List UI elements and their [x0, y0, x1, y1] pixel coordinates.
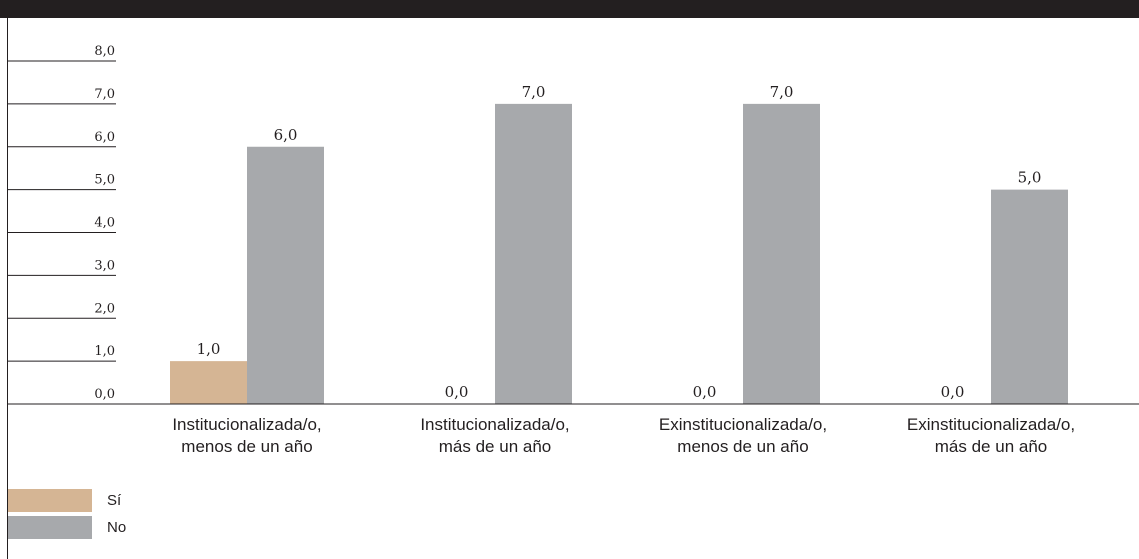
y-tick-label: 5,0	[94, 173, 115, 188]
legend-label-no: No	[107, 519, 126, 536]
category-label: Exinstitucionalizada/o,	[907, 415, 1075, 434]
data-label: 0,0	[693, 383, 717, 401]
category-label: más de un año	[935, 437, 1047, 456]
legend-swatch-si	[8, 489, 92, 512]
data-label: 5,0	[1018, 169, 1042, 187]
bar-no	[247, 147, 324, 404]
data-label: 7,0	[770, 83, 794, 101]
legend-item-si: Sí	[8, 488, 126, 512]
legend-swatch-no	[8, 516, 92, 539]
category-label: Institucionalizada/o,	[420, 415, 569, 434]
y-tick-label: 6,0	[94, 130, 115, 145]
bar-si	[170, 361, 247, 404]
legend-item-no: No	[8, 515, 126, 539]
bar-chart: 0,0 1,0 2,0 3,0 4,0 5,0 6,0 7,0 8,0 1,0 6,0 Institu…	[0, 0, 1139, 480]
bar-no	[743, 104, 820, 404]
y-tick-label: 1,0	[94, 344, 115, 359]
data-label: 0,0	[445, 383, 469, 401]
category-label: Institucionalizada/o,	[172, 415, 321, 434]
category-label: menos de un año	[677, 437, 808, 456]
y-tick-label: 0,0	[94, 387, 115, 402]
data-label: 0,0	[941, 383, 965, 401]
data-label: 1,0	[197, 340, 221, 358]
y-tick-label: 8,0	[94, 44, 115, 59]
bar-no	[495, 104, 572, 404]
bar-no	[991, 190, 1068, 404]
data-label: 7,0	[522, 83, 546, 101]
legend-label-si: Sí	[107, 492, 121, 509]
category-label: más de un año	[439, 437, 551, 456]
category-label: Exinstitucionalizada/o,	[659, 415, 827, 434]
data-label: 6,0	[274, 126, 298, 144]
legend: Sí No	[8, 488, 126, 542]
y-tick-label: 7,0	[94, 87, 115, 102]
category-label: menos de un año	[181, 437, 312, 456]
y-tick-label: 2,0	[94, 301, 115, 316]
y-tick-label: 3,0	[94, 258, 115, 273]
y-tick-label: 4,0	[94, 216, 115, 231]
